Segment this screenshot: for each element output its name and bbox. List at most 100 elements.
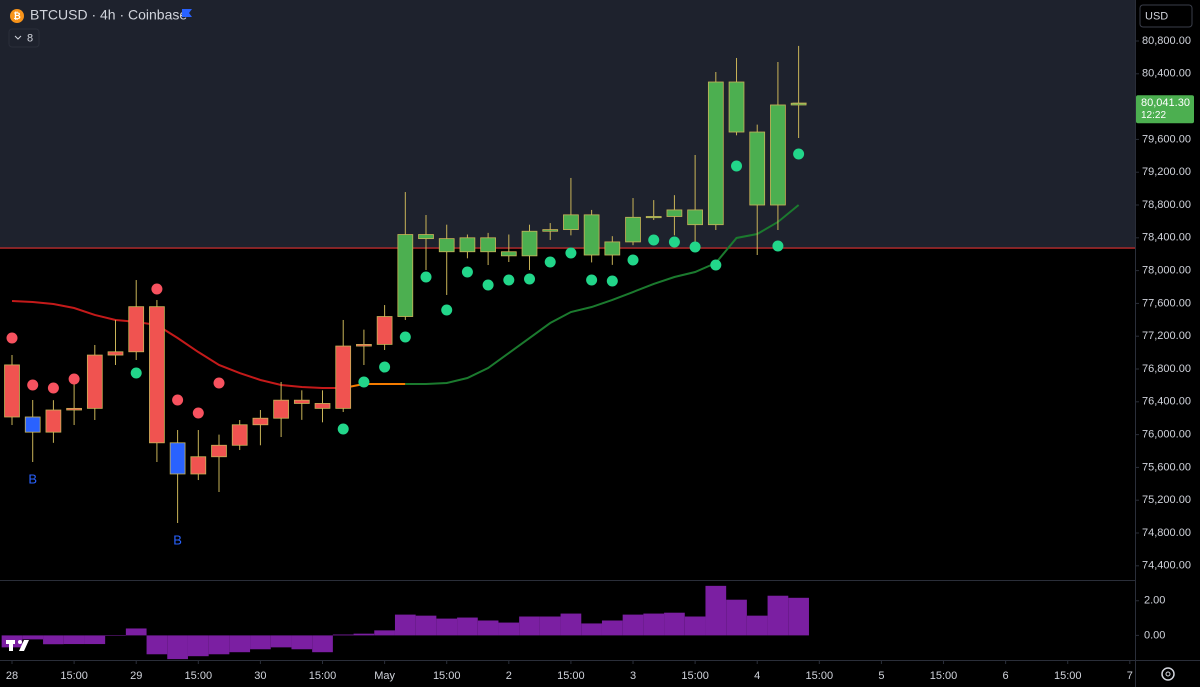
candle-body	[24, 416, 41, 433]
candle-body	[66, 407, 82, 411]
candle-body	[625, 216, 641, 243]
osc-bar	[726, 599, 747, 636]
candle-body	[335, 345, 352, 409]
candle-body	[604, 241, 621, 256]
signal-label: B	[28, 471, 37, 486]
x-tick-label: 6	[1003, 670, 1009, 682]
ma-line	[343, 383, 406, 390]
x-tick-label: 7	[1127, 670, 1133, 682]
y-tick-label: 77,600.00	[1142, 297, 1191, 309]
signal-dot	[668, 236, 680, 248]
candle-body	[293, 399, 310, 404]
signal-dot	[379, 361, 391, 373]
indicator-toggle[interactable]	[8, 28, 40, 48]
chevron-icon	[14, 35, 22, 40]
logo-part	[9, 640, 13, 651]
y-tick-label: 79,600.00	[1142, 133, 1191, 145]
coin-icon	[10, 9, 24, 23]
osc-bar	[560, 613, 582, 636]
osc-bar	[664, 612, 685, 636]
signal-dot	[6, 332, 18, 344]
candle-body	[500, 251, 517, 257]
candle-body	[231, 424, 248, 446]
signal-dot	[399, 331, 411, 343]
y-tick-label: 76,400.00	[1142, 396, 1191, 408]
x-tick-label: May	[374, 670, 395, 682]
logo-part	[19, 640, 29, 651]
shade-layer	[0, 0, 1135, 249]
flag-icon[interactable]	[182, 9, 192, 17]
signal-dot	[710, 259, 722, 271]
x-tick-label: 29	[130, 670, 142, 682]
signal-dot	[441, 304, 453, 316]
osc-bar	[374, 630, 395, 636]
signal-dot	[213, 377, 225, 389]
signal-dot	[27, 379, 39, 391]
axis-layer: 74,400.00 74,800.00 75,200.00 75,600.00 76,0…	[6, 35, 1194, 682]
candle-body	[418, 234, 434, 240]
signal-dot	[192, 407, 204, 419]
signal-dot	[565, 247, 577, 259]
osc-bar	[22, 635, 44, 640]
osc-bar	[125, 628, 147, 636]
symbol-title[interactable]: BTCUSD · 4h · Coinbase	[30, 7, 187, 23]
osc-bar	[353, 633, 375, 636]
countdown-label: 12:22	[1141, 110, 1166, 121]
y-tick-label: 79,200.00	[1142, 166, 1191, 178]
level-zone	[0, 0, 1135, 249]
signal-dot	[130, 367, 142, 379]
osc-bar	[415, 615, 437, 636]
osc-bar	[187, 635, 209, 657]
signal-dot	[503, 274, 515, 286]
candle-body	[645, 216, 662, 219]
candle-body	[128, 306, 145, 353]
candle-body	[376, 316, 393, 345]
currency-label: USD	[1145, 10, 1168, 22]
x-tick-label: 15:00	[433, 670, 461, 682]
candle-body	[521, 230, 538, 257]
candle-body	[314, 403, 331, 409]
signal-dot	[606, 275, 618, 287]
osc-bar	[457, 617, 478, 636]
y-tick-label: 76,800.00	[1142, 363, 1191, 375]
indicator-count: 8	[27, 32, 33, 44]
candle-body	[397, 234, 414, 317]
candle-body	[459, 237, 476, 253]
signal-dot	[731, 160, 743, 172]
plot-layer: BB	[0, 45, 1135, 660]
candle-body	[211, 444, 227, 458]
signal-dot	[482, 279, 494, 291]
osc-bar	[767, 595, 789, 636]
settings-icon[interactable]	[1161, 667, 1175, 681]
osc-bar	[332, 634, 354, 636]
x-tick-label: 15:00	[1054, 670, 1082, 682]
osc-bar	[684, 616, 706, 636]
signal-dot	[172, 394, 184, 406]
x-tick-label: 15:00	[309, 670, 337, 682]
candle-body	[728, 81, 745, 133]
signal-dot	[337, 423, 349, 435]
candle-body	[169, 442, 186, 475]
signal-dot	[358, 376, 370, 388]
x-tick-label: 3	[630, 670, 636, 682]
osc-bar	[84, 635, 106, 645]
candle-body	[86, 354, 103, 409]
candle-body	[356, 344, 372, 347]
y-tick-label: 78,000.00	[1142, 265, 1191, 277]
osc-bar	[229, 635, 251, 653]
signal-dot	[544, 256, 556, 268]
y-tick-label: 78,400.00	[1142, 232, 1191, 244]
coin-icon-glyph: ₿	[13, 11, 20, 21]
settings-icon-center	[1165, 671, 1171, 677]
currency-box[interactable]	[1139, 4, 1193, 28]
osc-bar	[43, 635, 64, 645]
x-tick-label: 15:00	[185, 670, 213, 682]
x-tick-label: 30	[254, 670, 266, 682]
y-tick-label: 80,400.00	[1142, 68, 1191, 80]
y-tick-label: 78,800.00	[1142, 199, 1191, 211]
tv-logo	[6, 640, 29, 651]
osc-bar	[208, 635, 230, 655]
y-tick-label: 74,400.00	[1142, 560, 1191, 572]
signal-dot	[420, 271, 432, 283]
